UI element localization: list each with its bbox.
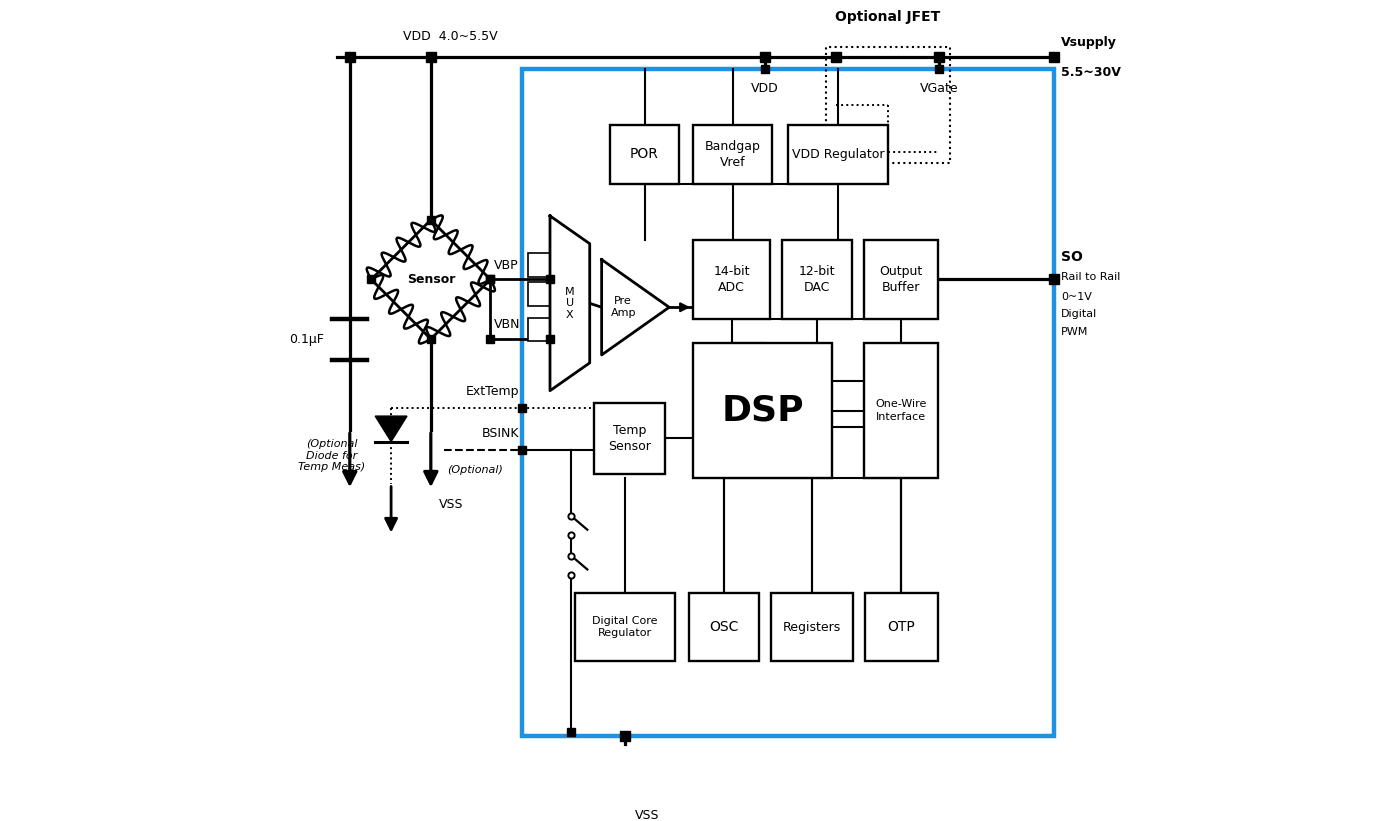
Bar — [863, 240, 938, 319]
Text: (Optional): (Optional) — [448, 465, 503, 475]
Text: DSP: DSP — [721, 393, 804, 428]
Text: VBN: VBN — [493, 318, 520, 331]
Bar — [528, 253, 550, 277]
Polygon shape — [602, 259, 669, 355]
Text: BSINK: BSINK — [481, 427, 518, 440]
Text: Rail to Rail: Rail to Rail — [1060, 272, 1120, 282]
Bar — [865, 594, 938, 661]
Text: VDD  4.0~5.5V: VDD 4.0~5.5V — [403, 30, 498, 44]
Text: Digital: Digital — [1060, 310, 1098, 319]
Text: Output
Buffer: Output Buffer — [879, 265, 922, 294]
Text: 0~1V: 0~1V — [1060, 292, 1092, 302]
Text: 0.1μF: 0.1μF — [290, 333, 324, 346]
Text: (Optional
Diode for
Temp Meas): (Optional Diode for Temp Meas) — [298, 439, 365, 472]
Polygon shape — [376, 416, 407, 442]
Bar — [863, 343, 938, 478]
Text: PWM: PWM — [1060, 327, 1088, 337]
Text: Vsupply: Vsupply — [1060, 36, 1117, 49]
Text: POR: POR — [631, 147, 658, 161]
Text: VGate: VGate — [920, 81, 959, 94]
Bar — [693, 240, 771, 319]
Bar — [782, 240, 852, 319]
Bar — [826, 47, 949, 163]
Text: Sensor: Sensor — [406, 273, 455, 286]
Polygon shape — [550, 216, 589, 391]
Text: OTP: OTP — [887, 620, 915, 634]
Text: ExtTemp: ExtTemp — [466, 385, 518, 398]
Text: Pre
Amp: Pre Amp — [610, 296, 636, 319]
Text: 12-bit
DAC: 12-bit DAC — [798, 265, 836, 294]
Text: Temp
Sensor: Temp Sensor — [608, 424, 651, 453]
Bar — [689, 594, 760, 661]
Bar — [771, 594, 852, 661]
Text: VBP: VBP — [493, 259, 518, 272]
Bar — [693, 125, 772, 184]
Bar — [575, 594, 675, 661]
Bar — [593, 402, 665, 474]
Text: VSS: VSS — [635, 810, 660, 821]
Bar — [610, 125, 679, 184]
Text: Bandgap
Vref: Bandgap Vref — [705, 140, 761, 169]
Text: OSC: OSC — [710, 620, 739, 634]
Text: M
U
X: M U X — [565, 287, 575, 320]
Text: 14-bit
ADC: 14-bit ADC — [714, 265, 750, 294]
Text: Optional JFET: Optional JFET — [834, 11, 940, 25]
Bar — [528, 282, 550, 305]
Text: 5.5~30V: 5.5~30V — [1060, 67, 1121, 80]
Bar — [693, 343, 832, 478]
Text: VDD: VDD — [751, 81, 779, 94]
Text: Registers: Registers — [783, 621, 841, 634]
Text: One-Wire
Interface: One-Wire Interface — [875, 399, 926, 422]
Bar — [528, 318, 550, 342]
Text: SO: SO — [1060, 250, 1082, 264]
Text: VSS: VSS — [439, 498, 463, 511]
Text: Digital Core
Regulator: Digital Core Regulator — [592, 616, 658, 638]
Bar — [789, 125, 887, 184]
Text: VDD Regulator: VDD Regulator — [791, 148, 884, 161]
